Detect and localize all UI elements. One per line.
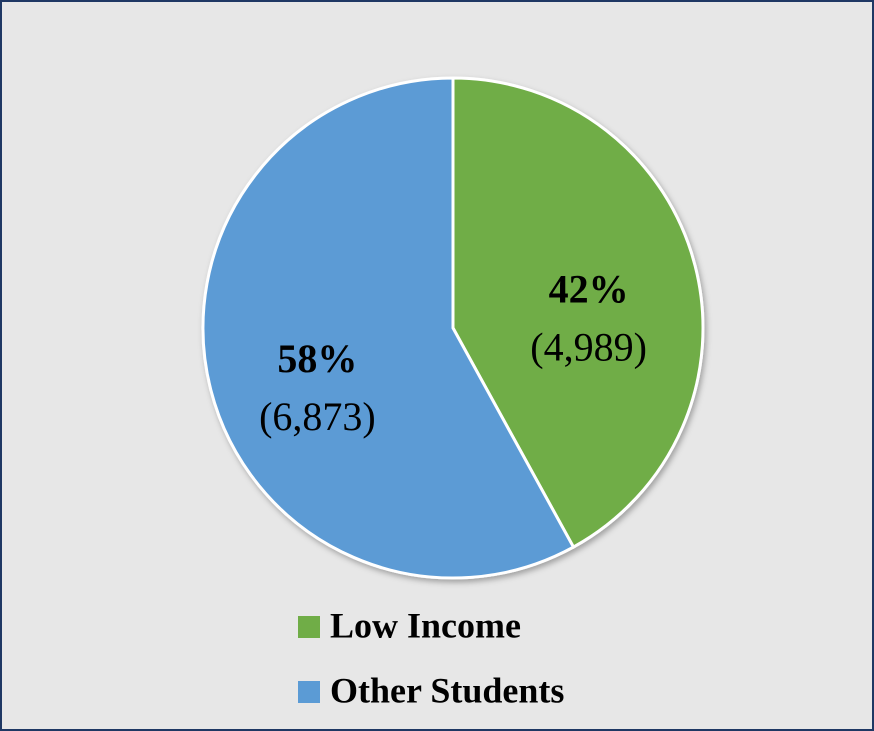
pie xyxy=(201,76,705,580)
pie-slice xyxy=(201,76,576,580)
pie-slice xyxy=(451,76,705,550)
legend-label: Low Income xyxy=(330,605,521,645)
legend-swatch xyxy=(298,616,320,638)
legend-label: Other Students xyxy=(330,670,564,710)
slice-percent-label: 42% xyxy=(549,266,629,311)
slice-percent-label: 58% xyxy=(277,336,357,381)
slice-count-label: (4,989) xyxy=(530,324,647,369)
legend-swatch xyxy=(298,681,320,703)
slice-count-label: (6,873) xyxy=(259,394,376,439)
